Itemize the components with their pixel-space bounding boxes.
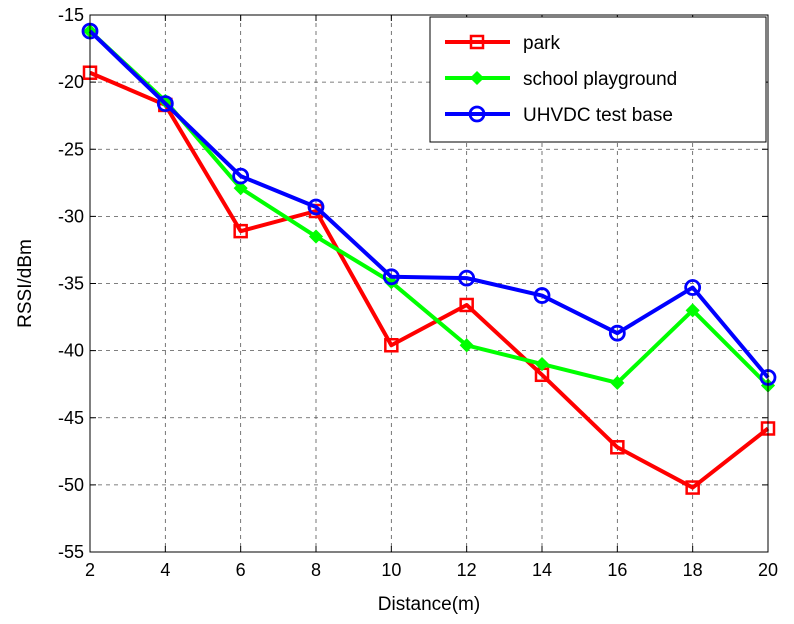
y-tick-label: -25 (58, 139, 84, 159)
x-tick-label: 4 (160, 560, 170, 580)
data-point (232, 167, 250, 185)
data-point (684, 279, 702, 296)
data-point (685, 303, 700, 318)
tick-labels: 2 4 6 8 10 12 14 16 18 20 -15 -20 -25 -30 -35 -40 -45 -50… (58, 5, 778, 580)
y-tick-label: -20 (58, 72, 84, 92)
legend-label: park (523, 33, 560, 54)
data-point (307, 198, 325, 216)
legend-label: UHVDC test base (523, 105, 673, 126)
x-tick-label: 8 (311, 560, 321, 580)
legend-item-1: school playground (445, 69, 677, 90)
y-tick-label: -35 (58, 274, 84, 294)
x-tick-label: 14 (532, 560, 552, 580)
series-2 (81, 22, 777, 386)
data-point (685, 480, 700, 495)
legend-marker (468, 105, 486, 123)
x-tick-label: 16 (607, 560, 627, 580)
data-point (458, 269, 476, 287)
data-point (156, 95, 174, 113)
x-tick-label: 18 (683, 560, 703, 580)
data-point (459, 297, 474, 313)
x-tick-label: 20 (758, 560, 778, 580)
y-tick-label: -50 (58, 475, 84, 495)
data-point (608, 324, 626, 342)
x-axis-label: Distance(m) (378, 594, 480, 615)
data-point (533, 287, 551, 304)
data-point (382, 268, 400, 286)
data-point (534, 356, 550, 372)
data-point (233, 223, 248, 239)
y-tick-label: -45 (58, 408, 84, 428)
legend: park school playground UHVDC test base (429, 16, 767, 143)
series-line-2 (88, 29, 770, 379)
data-point (384, 338, 399, 353)
legend-label: school playground (523, 69, 677, 90)
data-point (233, 181, 248, 196)
y-tick-label: -15 (58, 5, 84, 25)
y-tick-label: -30 (58, 206, 84, 226)
x-tick-label: 6 (236, 560, 246, 580)
data-point (610, 375, 625, 390)
legend-item-2: UHVDC test base (445, 105, 673, 126)
data-point (384, 275, 399, 290)
y-tick-label: -40 (58, 341, 84, 361)
series-line-1 (88, 29, 770, 387)
data-point (459, 338, 474, 353)
data-point (610, 440, 625, 455)
x-tick-label: 12 (457, 560, 477, 580)
y-axis-label: RSSI/dBm (15, 239, 36, 328)
data-point (308, 229, 324, 244)
x-tick-label: 10 (381, 560, 401, 580)
y-tick-label: -55 (58, 542, 84, 562)
legend-marker (469, 34, 485, 50)
x-tick-label: 2 (85, 560, 95, 580)
legend-item-0: park (445, 33, 560, 54)
series-line-0 (89, 70, 770, 490)
legend-marker (469, 70, 485, 86)
